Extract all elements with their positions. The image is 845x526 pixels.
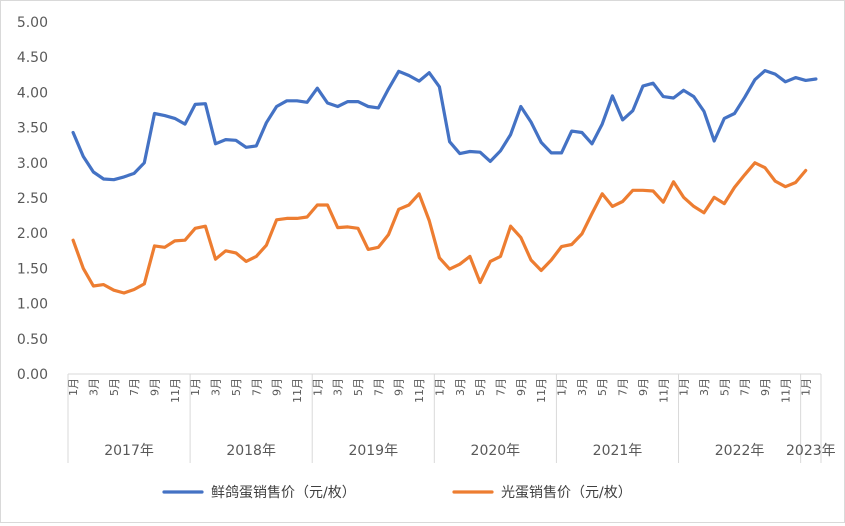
y-tick-label: 4.00	[17, 85, 48, 101]
x-month-tick-label: 3月	[332, 378, 345, 396]
y-tick-label: 0.50	[17, 332, 48, 348]
x-month-tick-label: 5月	[718, 378, 731, 396]
x-month-tick-label: 11月	[291, 378, 304, 403]
x-month-tick-label: 3月	[576, 378, 589, 396]
x-year-label: 2023年	[786, 443, 836, 459]
x-year-label: 2020年	[471, 443, 521, 459]
y-tick-label: 0.00	[17, 367, 48, 383]
x-month-tick-label: 5月	[230, 378, 243, 396]
legend-label-1: 鲜鸽蛋销售价（元/枚）	[211, 484, 356, 501]
x-month-tick-label: 11月	[657, 378, 670, 403]
x-month-tick-label: 5月	[596, 378, 609, 396]
x-month-tick-label: 9月	[759, 378, 772, 396]
x-month-tick-label: 9月	[393, 378, 406, 396]
x-month-tick-label: 3月	[87, 378, 100, 396]
x-month-tick-label: 7月	[739, 378, 752, 396]
x-month-tick-label: 5月	[474, 378, 487, 396]
x-month-tick-label: 3月	[210, 378, 223, 396]
x-year-label: 2019年	[348, 443, 398, 459]
y-tick-label: 1.00	[17, 297, 48, 313]
x-month-tick-label: 9月	[271, 378, 284, 396]
y-tick-label: 3.00	[17, 156, 48, 172]
x-month-tick-label: 11月	[169, 378, 182, 403]
x-month-tick-label: 5月	[352, 378, 365, 396]
x-month-tick-label: 5月	[108, 378, 121, 396]
x-month-tick-label: 7月	[250, 378, 263, 396]
x-year-label: 2017年	[104, 443, 154, 459]
x-year-label: 2022年	[715, 443, 765, 459]
y-tick-label: 2.00	[17, 226, 48, 242]
y-tick-label: 5.00	[17, 15, 48, 31]
x-month-tick-label: 9月	[148, 378, 161, 396]
x-month-tick-label: 1月	[67, 378, 80, 396]
x-month-tick-label: 3月	[698, 378, 711, 396]
x-month-tick-label: 11月	[413, 378, 426, 403]
x-month-tick-label: 11月	[535, 378, 548, 403]
x-month-tick-label: 1月	[189, 378, 202, 396]
x-month-tick-label: 1月	[433, 378, 446, 396]
x-year-label: 2018年	[226, 443, 276, 459]
y-tick-label: 2.50	[17, 191, 48, 207]
x-month-tick-label: 9月	[637, 378, 650, 396]
x-month-tick-label: 1月	[800, 378, 813, 396]
x-month-tick-label: 9月	[515, 378, 528, 396]
x-month-tick-label: 11月	[779, 378, 792, 403]
x-month-tick-label: 1月	[311, 378, 324, 396]
legend-label-2: 光蛋销售价（元/枚）	[501, 485, 632, 501]
x-year-label: 2021年	[593, 443, 643, 459]
y-tick-label: 3.50	[17, 121, 48, 137]
series-line-1	[71, 68, 818, 182]
x-month-tick-label: 3月	[454, 378, 467, 396]
y-tick-label: 4.50	[17, 50, 48, 66]
y-tick-label: 1.50	[17, 261, 48, 277]
x-month-tick-label: 7月	[128, 378, 141, 396]
x-month-tick-label: 1月	[556, 378, 569, 396]
x-month-tick-label: 7月	[617, 378, 630, 396]
x-month-tick-label: 7月	[494, 378, 507, 396]
x-month-tick-label: 1月	[678, 378, 691, 396]
series-line-2	[71, 161, 808, 295]
x-month-tick-label: 7月	[372, 378, 385, 396]
